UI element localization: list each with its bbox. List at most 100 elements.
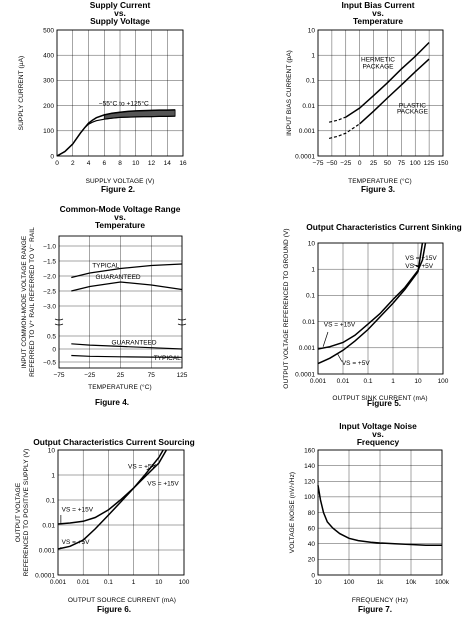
series-line-dashed [328, 123, 361, 139]
y-tick-label: 200 [43, 103, 54, 110]
series-line [71, 343, 183, 350]
x-tick-label: 50 [384, 160, 392, 167]
plot-frame [56, 29, 184, 157]
series-line [57, 449, 164, 550]
x-tick-label: 0.01 [77, 579, 90, 586]
plot-frame [317, 242, 444, 375]
y-axis-label-line: OUTPUT VOLTAGE [15, 482, 22, 542]
figure-label: Figure 2. [101, 185, 135, 194]
leader-line [146, 464, 156, 471]
x-tick-label: 10 [155, 579, 163, 586]
x-tick-label: 0.1 [363, 378, 372, 385]
x-tick-label: 1k [377, 579, 385, 586]
y-tick-label: 10 [308, 240, 316, 247]
x-tick-label: 1 [132, 579, 136, 586]
series-line [71, 263, 183, 279]
chart-title-line: Temperature [353, 16, 403, 26]
plot-frame [57, 449, 185, 576]
x-tick-label: 2 [71, 160, 75, 167]
leader-line [322, 331, 329, 347]
x-tick-label: 10k [406, 579, 417, 586]
series-label: VS = +15V [324, 322, 356, 329]
series-label: TYPICAL [154, 355, 181, 362]
x-tick-label: 75 [148, 372, 156, 379]
x-tick-label: −50 [326, 160, 337, 167]
chart-title-line: Temperature [95, 220, 145, 230]
chart-title-line: vs. [114, 212, 126, 222]
x-tick-label: 0 [55, 160, 59, 167]
y-tick-label: 400 [43, 53, 54, 60]
plot-frame [317, 449, 443, 576]
series-label: GUARANTEED [95, 274, 140, 281]
y-tick-label: 0.001 [299, 345, 316, 352]
y-axis-label-line: REFERENCED TO POSITIVE SUPPLY (V) [23, 449, 30, 577]
y-tick-label: −2.0 [43, 273, 56, 280]
x-tick-label: 150 [438, 160, 449, 167]
x-tick-label: 125 [177, 372, 188, 379]
y-axis-label: VOLTAGE NOISE (nV/√Hz) [288, 472, 296, 553]
y-tick-label: 0.01 [302, 319, 315, 326]
y-tick-label: 60 [308, 525, 316, 532]
y-tick-label: 0.001 [39, 547, 56, 554]
y-tick-label: 0.001 [299, 128, 316, 135]
series-line [317, 485, 442, 547]
chart-fig5: 0.001 0.01 0.1 1 10 1000.00010.0010.010.1110V… [283, 228, 449, 402]
chart-title-line: vs. [114, 8, 126, 18]
y-tick-label: 0 [50, 153, 54, 160]
x-tick-label: 10 [314, 579, 322, 586]
y-tick-label: 1 [51, 472, 55, 479]
series-line [57, 449, 168, 525]
y-axis-label: INPUT BIAS CURRENT (pA) [286, 50, 293, 136]
x-tick-label: −25 [84, 372, 95, 379]
series-label: VS = +5V [342, 360, 370, 367]
figure-label: Figure 5. [367, 399, 401, 408]
y-tick-label: −1.0 [43, 243, 56, 250]
chart-title-line: Supply Current [90, 0, 151, 10]
x-tick-label: 12 [148, 160, 156, 167]
figure-label: Figure 6. [97, 605, 131, 614]
y-tick-label: 300 [43, 78, 54, 85]
y-tick-label: 80 [308, 510, 316, 517]
y-tick-label: 10 [48, 447, 56, 454]
plot-frame [58, 235, 183, 369]
series-line-lower [56, 115, 176, 157]
y-tick-label: 500 [43, 27, 54, 34]
y-tick-label: 120 [304, 479, 315, 486]
series-label: HERMETIC [361, 57, 395, 64]
x-tick-label: −75 [53, 372, 64, 379]
series-label: VS = +5V [128, 464, 156, 471]
y-tick-label: 1 [311, 267, 315, 274]
chart-fig2: 0 2 4 6 8 10 12 14 16 0 100 200 300 400 500 −55°C to +1… [18, 27, 187, 185]
series-line-dashed [328, 116, 347, 123]
chart-title-line: Input Voltage Noise [339, 421, 417, 431]
x-tick-label: 10 [414, 378, 422, 385]
x-tick-label: 0.01 [337, 378, 350, 385]
series-label: PLASTIC [399, 102, 426, 109]
x-tick-label: 4 [87, 160, 91, 167]
x-tick-label: 14 [164, 160, 172, 167]
y-axis-label: SUPPLY CURRENT (µA) [18, 56, 25, 131]
x-tick-label: 100 [410, 160, 421, 167]
x-axis-label: SUPPLY VOLTAGE (V) [86, 178, 155, 185]
y-tick-label: 10 [308, 27, 316, 34]
y-tick-label: 0.01 [302, 103, 315, 110]
y-tick-label: 40 [308, 541, 316, 548]
y-tick-label: −0.5 [43, 359, 56, 366]
y-tick-label: 0.1 [306, 293, 315, 300]
x-tick-label: 100k [435, 579, 450, 586]
chart-title-line: vs. [372, 429, 384, 439]
x-tick-label: 0.1 [104, 579, 113, 586]
series-label: VS = +5V [62, 539, 90, 546]
x-tick-label: 100 [344, 579, 355, 586]
x-tick-label: 16 [179, 160, 187, 167]
chart-title-line: Supply Voltage [90, 16, 150, 26]
x-axis-label: TEMPERATURE (°C) [348, 177, 412, 185]
y-tick-label: −1.5 [43, 258, 56, 265]
series-label: VS = +15V [405, 255, 437, 262]
figure-label: Figure 3. [361, 185, 395, 194]
y-tick-label: 140 [304, 463, 315, 470]
series-line [71, 354, 183, 358]
y-tick-label: 0 [52, 346, 56, 353]
x-tick-label: 100 [179, 579, 190, 586]
x-tick-label: 25 [117, 372, 125, 379]
